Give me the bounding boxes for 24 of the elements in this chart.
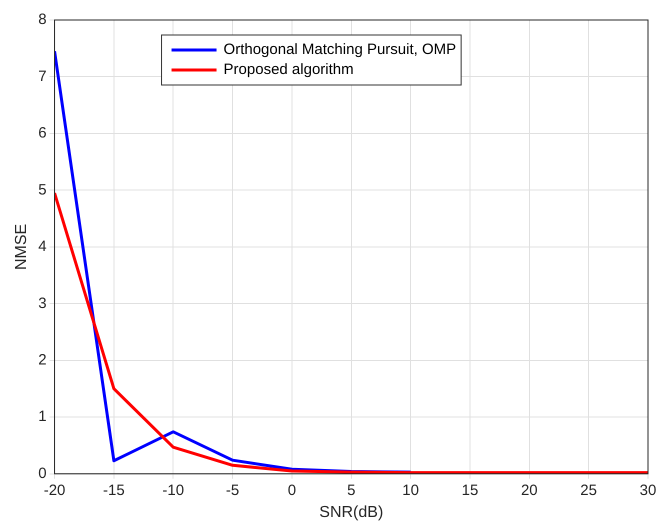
y-tick-label: 0 — [38, 464, 47, 482]
x-tick-label: 0 — [288, 482, 296, 499]
y-tick-label: 5 — [38, 181, 47, 198]
legend-label: Proposed algorithm — [224, 61, 354, 78]
x-tick-label: 15 — [462, 482, 478, 499]
y-tick-label: 2 — [38, 351, 47, 368]
y-tick-label: 3 — [38, 294, 47, 312]
x-tick-label: -20 — [44, 482, 66, 499]
y-axis-title: NMSE — [13, 224, 30, 270]
x-tick-label: 10 — [402, 482, 419, 499]
y-tick-label: 1 — [38, 408, 47, 426]
y-tick-label: 8 — [38, 11, 47, 28]
x-tick-label: 20 — [520, 482, 538, 499]
x-tick-label: 25 — [580, 482, 597, 499]
x-tick-label: -10 — [162, 482, 184, 499]
x-tick-label: -5 — [226, 482, 240, 499]
x-axis-title: SNR(dB) — [319, 504, 384, 521]
y-tick-label: 4 — [38, 238, 47, 256]
legend-label: Orthogonal Matching Pursuit, OMP — [224, 41, 456, 58]
y-tick-label: 6 — [38, 124, 47, 142]
x-tick-label: 5 — [347, 482, 356, 499]
x-tick-label: 30 — [640, 482, 656, 499]
y-tick-label: 7 — [38, 68, 47, 85]
x-tick-label: -15 — [103, 482, 125, 499]
